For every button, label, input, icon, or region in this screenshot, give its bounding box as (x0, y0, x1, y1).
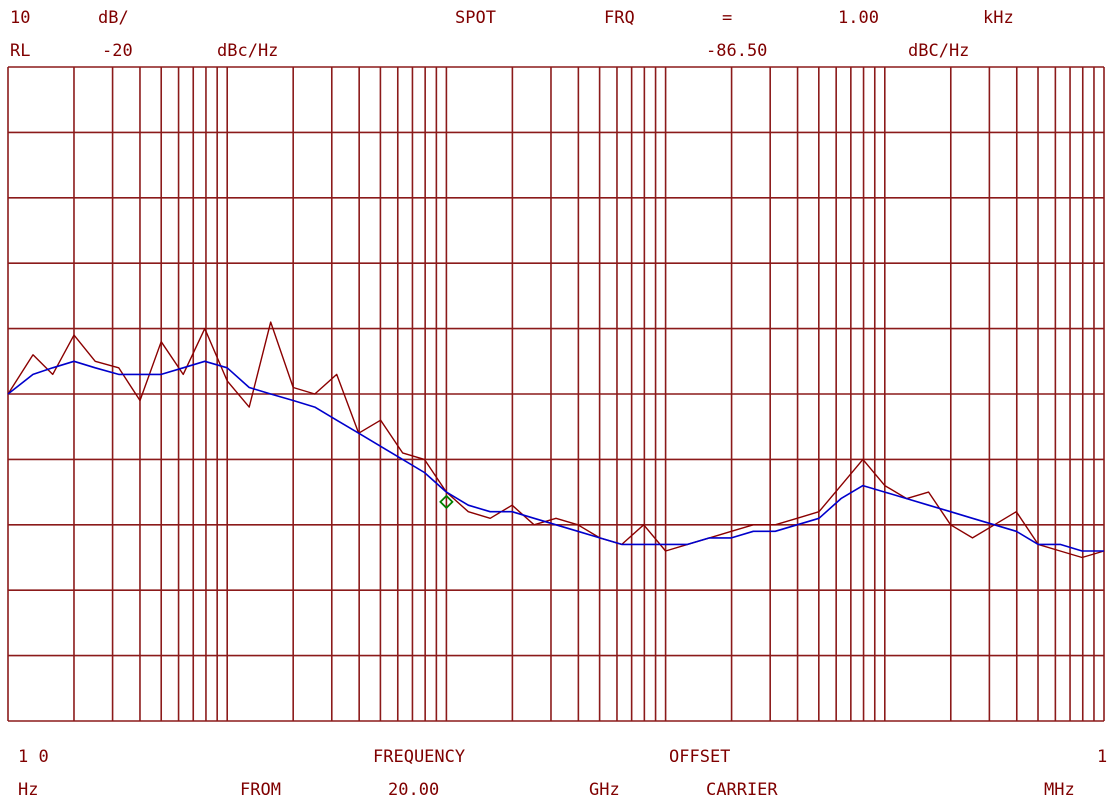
from-label: FROM (240, 780, 281, 800)
start-frequency: 1 0 (18, 747, 49, 767)
spot-noise-value: -86.50 (706, 41, 768, 61)
carrier-frequency-unit: GHz (589, 780, 620, 800)
stop-frequency-unit: MHz (1044, 780, 1075, 800)
frequency-label: FREQUENCY (373, 747, 466, 767)
spot-noise-unit: dBC/Hz (908, 41, 970, 61)
spot-label: SPOT (455, 8, 496, 28)
frq-label: FRQ (604, 8, 635, 28)
offset-label: OFFSET (669, 747, 731, 767)
scale-value: 10 (10, 8, 31, 28)
scale-unit: dB/ (98, 8, 129, 28)
equals-sign: = (722, 8, 733, 28)
start-frequency-unit: Hz (18, 780, 39, 800)
smoothed-trace-line (7, 360, 1104, 552)
spot-frequency: 1.00 (838, 8, 879, 28)
spot-frequency-unit: kHz (983, 8, 1014, 28)
rl-value: -20 (102, 41, 133, 61)
carrier-label: CARRIER (706, 780, 778, 800)
raw-noise-trace-line (7, 321, 1105, 559)
spot-marker-diamond (439, 494, 454, 510)
rl-unit: dBc/Hz (217, 41, 279, 61)
rl-label: RL (10, 41, 31, 61)
stop-frequency: 1 (1097, 747, 1108, 767)
carrier-frequency: 20.00 (388, 780, 440, 800)
